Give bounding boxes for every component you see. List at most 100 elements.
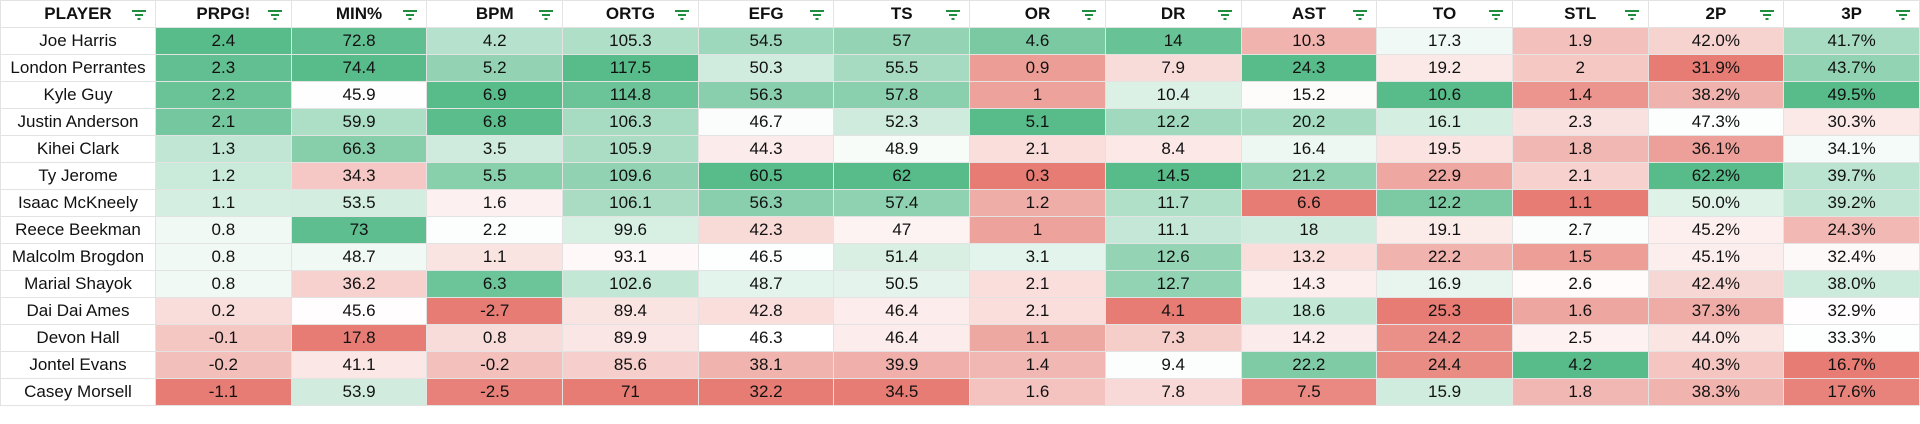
filter-icon[interactable]	[945, 9, 961, 21]
column-header[interactable]: TO	[1376, 0, 1513, 28]
stat-cell: 57.8	[833, 81, 971, 109]
stat-cell: 50.5	[833, 270, 971, 298]
filter-icon[interactable]	[1217, 9, 1233, 21]
player-name: Joe Harris	[0, 27, 156, 55]
filter-icon[interactable]	[809, 9, 825, 21]
column-header[interactable]: ORTG	[562, 0, 699, 28]
player-name: London Perrantes	[0, 54, 156, 82]
stat-cell: 34.3	[290, 162, 428, 190]
filter-icon[interactable]	[1895, 9, 1911, 21]
column-label: EFG	[748, 4, 784, 23]
player-row: London Perrantes 2.3 74.4 5.2 117.5 50.3 55.5 0…	[0, 54, 1920, 82]
stat-cell: 60.5	[697, 162, 835, 190]
stat-cell: 1.1	[969, 324, 1106, 352]
stat-cell: -0.2	[426, 351, 564, 379]
filter-icon[interactable]	[1352, 9, 1368, 21]
column-header[interactable]: OR	[969, 0, 1106, 28]
stat-cell: 0.8	[155, 216, 292, 244]
stat-cell: 5.5	[426, 162, 564, 190]
stat-cell: 74.4	[290, 54, 428, 82]
stat-cell: 14	[1104, 27, 1242, 55]
stat-cell: 21.2	[1240, 162, 1378, 190]
column-header[interactable]: 3P	[1783, 0, 1920, 28]
stat-cell: 36.2	[290, 270, 428, 298]
filter-icon[interactable]	[1081, 9, 1097, 21]
column-label: PRPG!	[196, 4, 251, 23]
column-header[interactable]: BPM	[426, 0, 564, 28]
stat-cell: 10.6	[1376, 81, 1513, 109]
filter-icon[interactable]	[674, 9, 690, 21]
column-header[interactable]: PLAYER	[0, 0, 156, 28]
stat-cell: 42.3	[697, 216, 835, 244]
column-header[interactable]: MIN%	[290, 0, 428, 28]
filter-icon[interactable]	[1488, 9, 1504, 21]
stat-cell: 2	[1511, 54, 1649, 82]
stat-cell: 16.4	[1240, 135, 1378, 163]
stat-cell: 41.7%	[1783, 27, 1920, 55]
stat-cell: 1.6	[426, 189, 564, 217]
stat-cell: -0.1	[155, 324, 292, 352]
stat-cell: 45.1%	[1647, 243, 1785, 271]
player-name: Marial Shayok	[0, 270, 156, 298]
column-header[interactable]: EFG	[697, 0, 835, 28]
stat-cell: 31.9%	[1647, 54, 1785, 82]
filter-icon[interactable]	[1624, 9, 1640, 21]
stat-cell: 24.4	[1376, 351, 1513, 379]
stat-cell: 48.7	[290, 243, 428, 271]
filter-icon[interactable]	[1759, 9, 1775, 21]
stat-cell: 56.3	[697, 189, 835, 217]
column-header[interactable]: TS	[833, 0, 971, 28]
stat-cell: 38.2%	[1647, 81, 1785, 109]
filter-icon[interactable]	[402, 9, 418, 21]
stat-cell: 1.9	[1511, 27, 1649, 55]
stat-cell: 43.7%	[1783, 54, 1920, 82]
player-row: Joe Harris 2.4 72.8 4.2 105.3 54.5 57 4.6 14 10.3…	[0, 27, 1920, 55]
player-row: Ty Jerome 1.2 34.3 5.5 109.6 60.5 62 0.3 14.5 21.…	[0, 162, 1920, 190]
stat-cell: 20.2	[1240, 108, 1378, 136]
stat-cell: 1.4	[969, 351, 1106, 379]
filter-icon[interactable]	[538, 9, 554, 21]
header-row: PLAYER PRPG! MIN% BPM ORTG EFG TS OR DR AST TO STL 2…	[0, 0, 1920, 28]
column-label: DR	[1160, 4, 1186, 23]
stat-cell: 62.2%	[1647, 162, 1785, 190]
column-label: OR	[1024, 4, 1051, 23]
stat-cell: 14.2	[1240, 324, 1378, 352]
stat-cell: 25.3	[1376, 297, 1513, 325]
stat-cell: 2.1	[155, 108, 292, 136]
stat-cell: 24.2	[1376, 324, 1513, 352]
stat-cell: 45.9	[290, 81, 428, 109]
stat-cell: 14.3	[1240, 270, 1378, 298]
column-header[interactable]: DR	[1104, 0, 1242, 28]
stat-cell: 1.4	[1511, 81, 1649, 109]
stat-cell: 66.3	[290, 135, 428, 163]
column-header[interactable]: 2P	[1647, 0, 1785, 28]
stat-cell: 109.6	[562, 162, 699, 190]
stat-cell: 46.4	[833, 324, 971, 352]
player-name: Kyle Guy	[0, 81, 156, 109]
stat-cell: 32.2	[697, 378, 835, 406]
filter-icon[interactable]	[131, 9, 147, 21]
stat-cell: 19.5	[1376, 135, 1513, 163]
stat-cell: 2.1	[969, 135, 1106, 163]
stat-cell: 1.6	[969, 378, 1106, 406]
player-row: Justin Anderson 2.1 59.9 6.8 106.3 46.7 52.3 5.…	[0, 108, 1920, 136]
player-name: Isaac McKneely	[0, 189, 156, 217]
player-row: Reece Beekman 0.8 73 2.2 99.6 42.3 47 1 11.1 18 19…	[0, 216, 1920, 244]
filter-icon[interactable]	[267, 9, 283, 21]
stat-cell: 18.6	[1240, 297, 1378, 325]
stat-cell: 14.5	[1104, 162, 1242, 190]
stat-cell: 24.3%	[1783, 216, 1920, 244]
column-label: 2P	[1705, 4, 1727, 23]
column-header[interactable]: PRPG!	[155, 0, 292, 28]
stat-cell: 32.9%	[1783, 297, 1920, 325]
column-header[interactable]: AST	[1240, 0, 1378, 28]
stat-cell: 32.4%	[1783, 243, 1920, 271]
stat-cell: 1	[969, 216, 1106, 244]
player-row: Devon Hall -0.1 17.8 0.8 89.9 46.3 46.4 1.1 7.3 1…	[0, 324, 1920, 352]
stat-cell: 56.3	[697, 81, 835, 109]
stat-cell: 1.1	[155, 189, 292, 217]
column-label: MIN%	[335, 4, 383, 23]
column-header[interactable]: STL	[1511, 0, 1649, 28]
stat-cell: 34.1%	[1783, 135, 1920, 163]
player-row: Isaac McKneely 1.1 53.5 1.6 106.1 56.3 57.4 1.2…	[0, 189, 1920, 217]
